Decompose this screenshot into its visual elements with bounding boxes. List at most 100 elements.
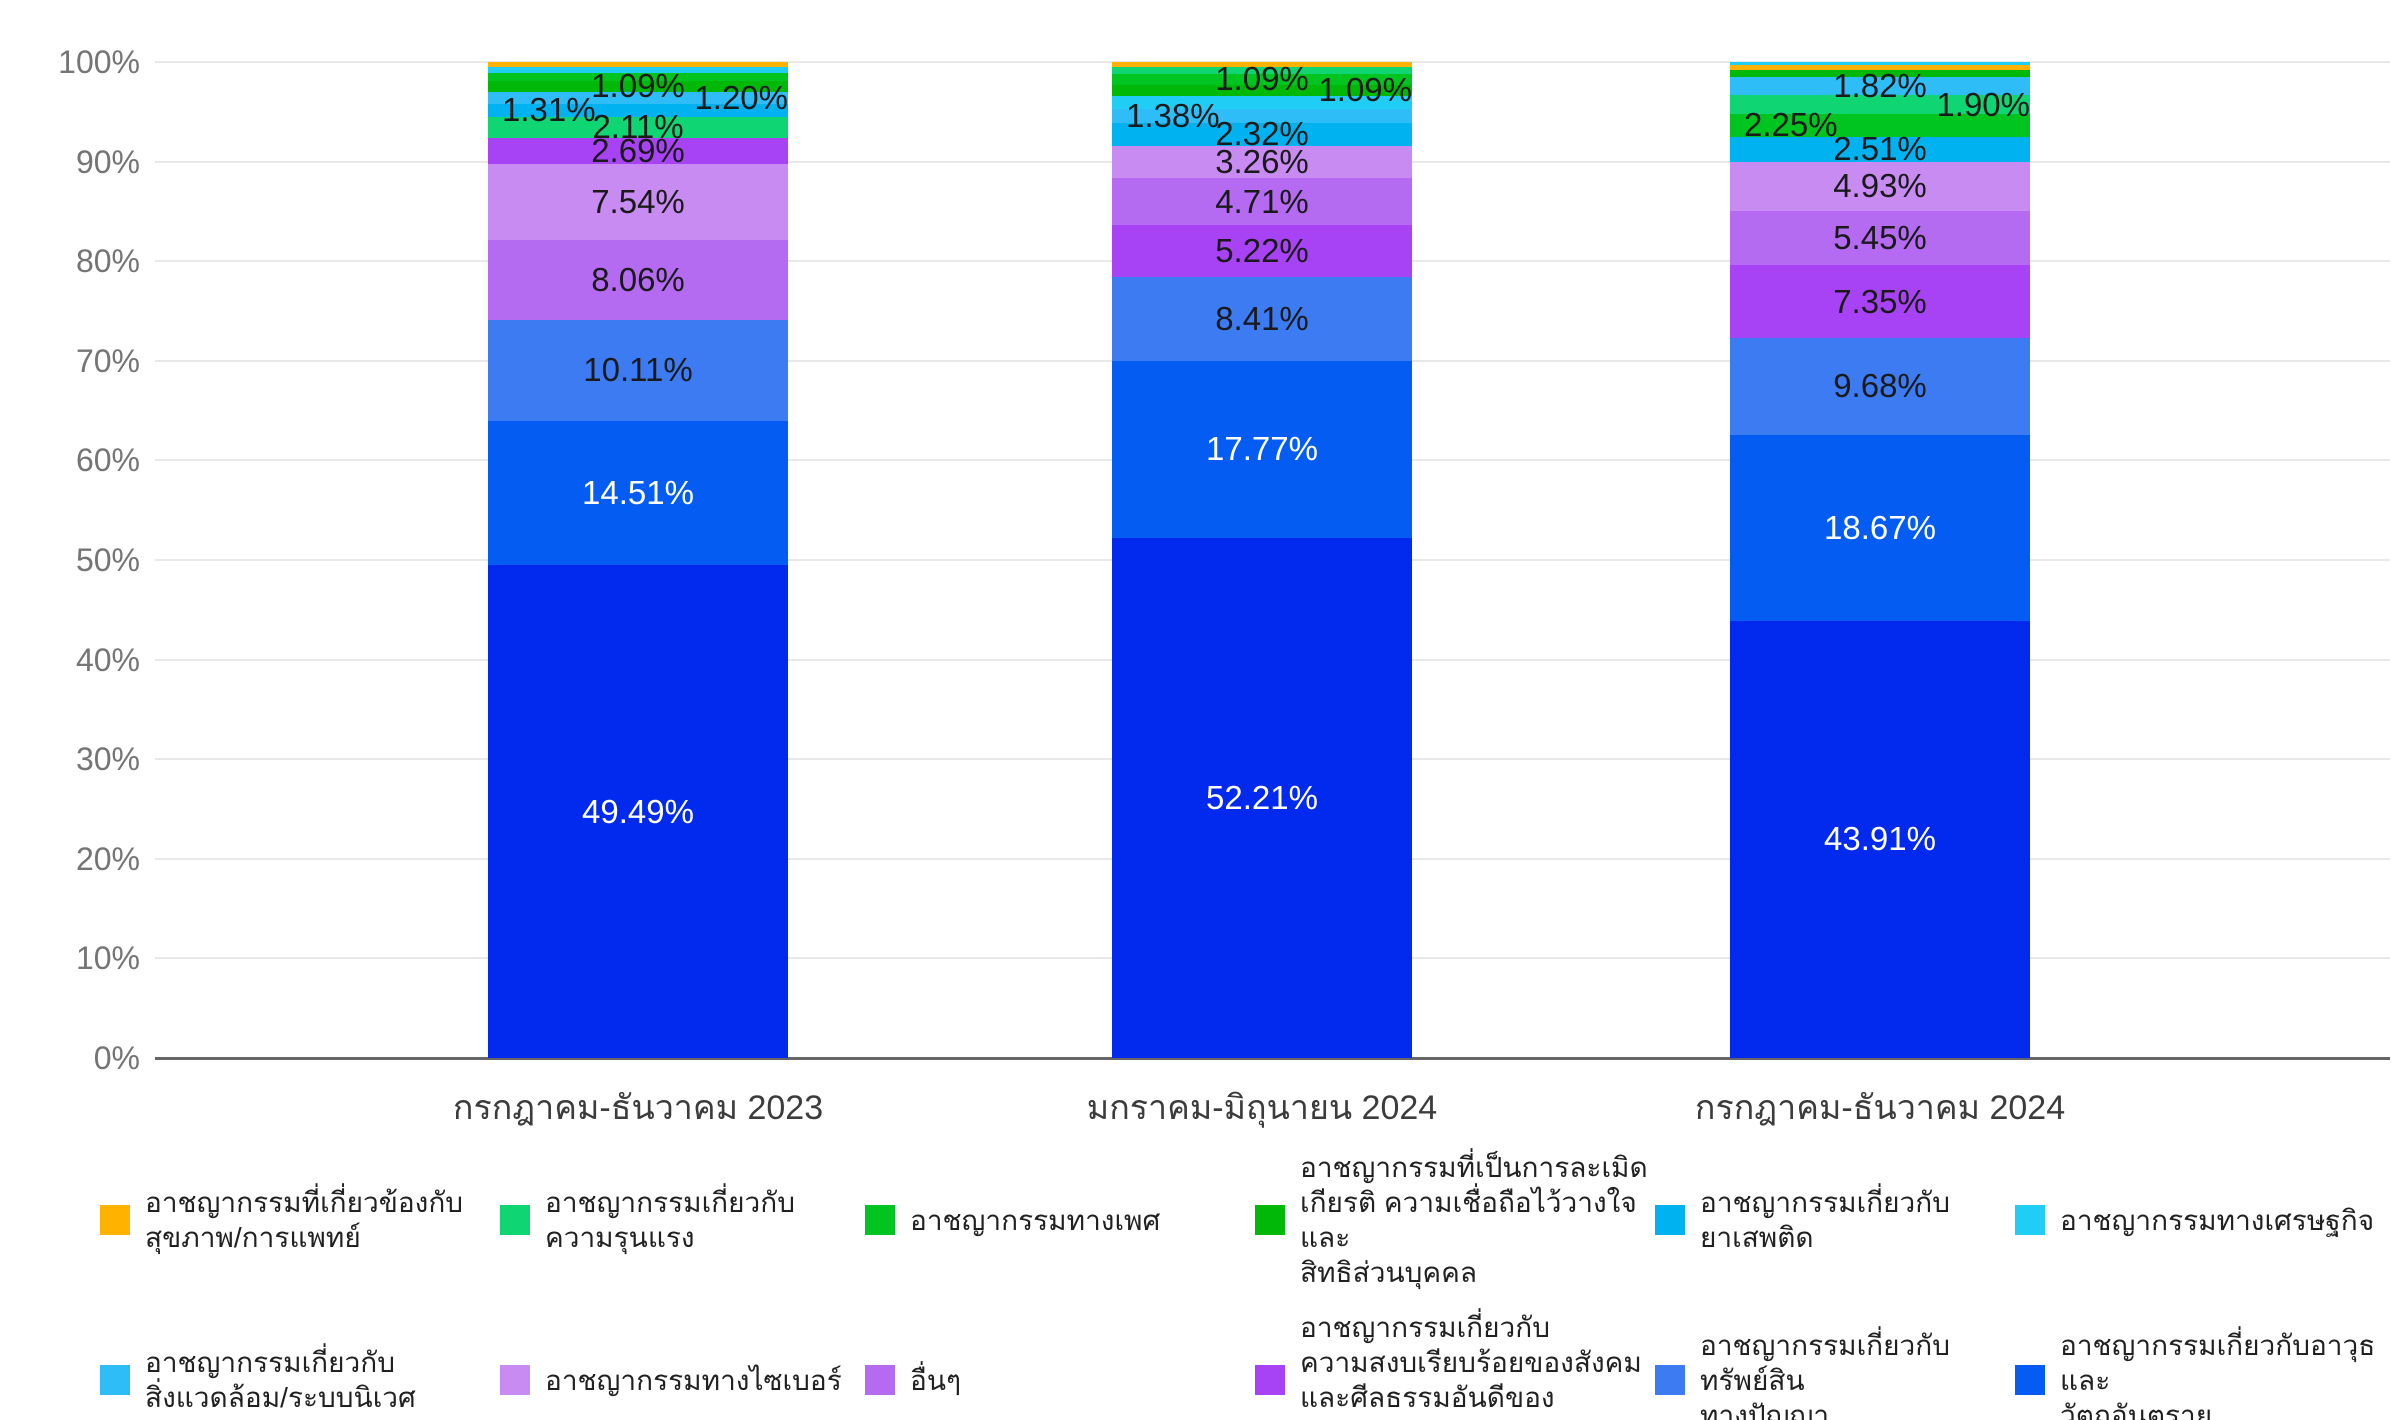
y-tick-label: 100%	[58, 44, 140, 80]
segment-value-label-cyber: 4.93%	[1833, 167, 1927, 205]
legend-item-weapons: อาชญากรรมเกี่ยวกับอาวุธและ วัตถุอันตราย	[2015, 1310, 2390, 1420]
legend-label-ip: อาชญากรรมเกี่ยวกับทรัพย์สิน ทางปัญญา	[1700, 1329, 1950, 1420]
bar-segment-property	[1730, 620, 2030, 1058]
bar-segment-ip	[1730, 338, 2030, 435]
bar-segment-public_order	[488, 137, 788, 165]
segment-value-label-others: 5.45%	[1833, 218, 1927, 256]
bar-segment-others	[1112, 178, 1412, 226]
legend-item-health: อาชญากรรมที่เกี่ยวข้องกับ สุขภาพ/การแพทย์	[100, 1150, 500, 1290]
bar-segment-cyber	[1730, 161, 2030, 211]
bar-segment-cyber	[1112, 145, 1412, 179]
bar-segment-violence	[1730, 95, 2030, 115]
bar-segment-public_order	[1112, 225, 1412, 278]
segment-value-label-drugs: 2.32%	[1215, 115, 1309, 153]
legend-item-public_order: อาชญากรรมเกี่ยวกับ ความสงบเรียบร้อยของสัง…	[1255, 1310, 1655, 1420]
y-tick-label: 30%	[75, 741, 140, 778]
segment-value-label-public_order: 7.35%	[1833, 282, 1927, 320]
bar-segment-others	[1730, 210, 2030, 266]
segment-value-label-violence: 1.90%	[1936, 85, 2030, 123]
legend-label-others: อื่นๆ	[910, 1364, 961, 1396]
segment-value-label-violence: 2.11%	[592, 108, 684, 146]
y-tick-label: 40%	[75, 641, 140, 678]
bar-segment-economic	[488, 67, 788, 74]
bar-segment-cyber	[488, 164, 788, 240]
bar-segment-violence	[1112, 67, 1412, 74]
bar-segment-health	[488, 62, 788, 68]
x-axis-label: กรกฎาคม-ธันวาคม 2024	[1694, 1089, 2066, 1127]
legend-label-environment: อาชญากรรมเกี่ยวกับ สิ่งแวดล้อม/ระบบนิเวศ	[145, 1347, 416, 1413]
legend-swatch-economic	[2015, 1205, 2045, 1235]
legend-swatch-public_order	[1255, 1365, 1285, 1395]
segment-value-label-ip: 10.11%	[583, 351, 693, 389]
segment-value-label-cyber: 7.54%	[591, 183, 685, 221]
bar-segment-environment	[488, 91, 788, 104]
legend-item-economic: อาชญากรรมทางเศรษฐกิจ	[2015, 1150, 2390, 1290]
bar-segment-sexual	[1112, 73, 1412, 85]
y-tick-label: 50%	[75, 542, 140, 578]
segment-value-label-public_order: 2.69%	[591, 132, 685, 170]
legend: อาชญากรรมที่เกี่ยวข้องกับ สุขภาพ/การแพทย์…	[100, 1150, 2390, 1420]
segment-value-label-weapons: 17.77%	[1206, 430, 1318, 468]
legend-label-violence: อาชญากรรมเกี่ยวกับ ความรุนแรง	[545, 1187, 795, 1253]
bar-segment-environment	[1730, 77, 2030, 96]
segment-value-label-others: 4.71%	[1215, 182, 1309, 220]
bar-segment-weapons	[1730, 434, 2030, 621]
bar-segment-health	[1730, 64, 2030, 71]
legend-label-sexual: อาชญากรรมทางเพศ	[910, 1204, 1161, 1236]
x-axis-label: มกราคม-มิถุนายน 2024	[1086, 1089, 1438, 1127]
segment-value-label-property: 49.49%	[582, 792, 694, 830]
legend-item-environment: อาชญากรรมเกี่ยวกับ สิ่งแวดล้อม/ระบบนิเวศ	[100, 1310, 500, 1420]
y-tick-label: 60%	[75, 442, 140, 479]
bar-segment-violence	[488, 116, 788, 138]
segment-value-label-environment: 1.38%	[1126, 96, 1220, 134]
legend-swatch-others	[865, 1365, 895, 1395]
legend-swatch-ip	[1655, 1365, 1685, 1395]
bar-segment-ip	[488, 319, 788, 421]
legend-label-cyber: อาชญากรรมทางไซเบอร์	[545, 1364, 842, 1396]
segment-value-label-drugs: 1.31%	[502, 91, 596, 129]
legend-swatch-environment	[100, 1365, 130, 1395]
bar-segment-drugs	[1730, 136, 2030, 162]
bar-segment-economic	[1730, 62, 2030, 65]
segment-value-label-property: 52.21%	[1206, 778, 1318, 816]
legend-label-economic: อาชญากรรมทางเศรษฐกิจ	[2060, 1204, 2375, 1236]
legend-item-ip: อาชญากรรมเกี่ยวกับทรัพย์สิน ทางปัญญา	[1655, 1310, 2015, 1420]
legend-item-defamation: อาชญากรรมที่เป็นการละเมิด เกียรติ ความเชื…	[1255, 1150, 1655, 1290]
bar-segment-property	[1112, 537, 1412, 1058]
bar-segment-defamation	[1730, 70, 2030, 78]
legend-item-cyber: อาชญากรรมทางไซเบอร์	[500, 1310, 865, 1420]
segment-value-label-cyber: 3.26%	[1215, 143, 1309, 181]
segment-value-label-drugs: 2.51%	[1833, 130, 1927, 168]
segment-value-label-weapons: 14.51%	[582, 473, 694, 511]
bar-segment-sexual	[1730, 114, 2030, 137]
segment-value-label-defamation: 1.09%	[591, 67, 685, 105]
bar-segment-health	[1112, 62, 1412, 68]
x-axis-line	[155, 1056, 2390, 1060]
bar-segment-environment	[1112, 109, 1412, 123]
segment-value-label-property: 43.91%	[1824, 820, 1936, 858]
segment-value-label-environment: 1.82%	[1833, 67, 1927, 105]
segment-value-label-sexual: 1.09%	[1215, 60, 1309, 98]
y-tick-label: 10%	[75, 940, 140, 977]
legend-label-weapons: อาชญากรรมเกี่ยวกับอาวุธและ วัตถุอันตราย	[2060, 1329, 2376, 1420]
legend-label-health: อาชญากรรมที่เกี่ยวข้องกับ สุขภาพ/การแพทย์	[145, 1187, 464, 1253]
bar-segment-sexual	[488, 73, 788, 81]
segment-value-label-others: 8.06%	[591, 260, 685, 298]
segment-value-label-public_order: 5.22%	[1215, 232, 1309, 270]
legend-item-sexual: อาชญากรรมทางเพศ	[865, 1150, 1255, 1290]
x-axis-label: กรกฎาคม-ธันวาคม 2023	[452, 1089, 824, 1127]
bar-segment-drugs	[488, 103, 788, 117]
segment-value-label-environment: 1.20%	[694, 78, 788, 116]
bar-segment-public_order	[1730, 265, 2030, 339]
bar-segment-economic	[1112, 95, 1412, 109]
legend-label-drugs: อาชญากรรมเกี่ยวกับ ยาเสพติด	[1700, 1187, 1950, 1253]
y-tick-label: 20%	[75, 840, 140, 877]
legend-swatch-health	[100, 1205, 130, 1235]
legend-swatch-defamation	[1255, 1205, 1285, 1235]
legend-item-drugs: อาชญากรรมเกี่ยวกับ ยาเสพติด	[1655, 1150, 2015, 1290]
legend-swatch-sexual	[865, 1205, 895, 1235]
segment-value-label-ip: 8.41%	[1215, 300, 1309, 338]
bar-segment-drugs	[1112, 122, 1412, 146]
bar-segment-defamation	[1112, 84, 1412, 96]
